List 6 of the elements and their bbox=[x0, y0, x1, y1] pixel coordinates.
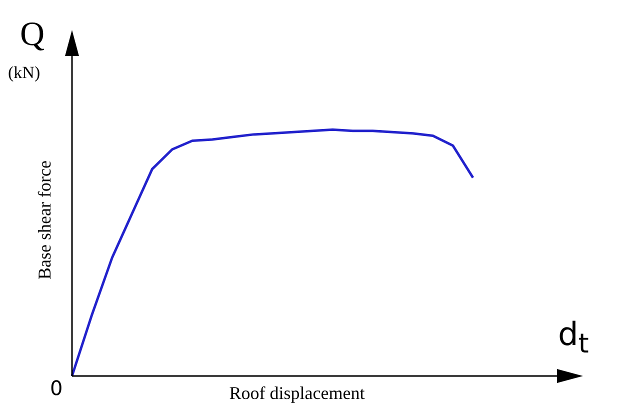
annotation: 0 bbox=[50, 376, 63, 400]
y-axis-title: Base shear force bbox=[34, 160, 56, 280]
text: Q bbox=[20, 16, 45, 53]
x-axis-title: Roof displacement bbox=[228, 383, 366, 404]
text: (kN) bbox=[8, 63, 40, 82]
text: d$_{t}$ bbox=[558, 315, 589, 360]
